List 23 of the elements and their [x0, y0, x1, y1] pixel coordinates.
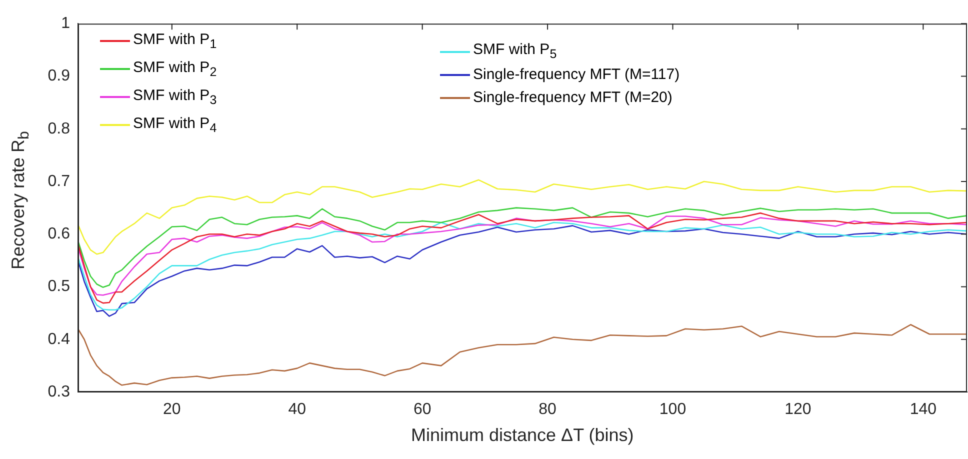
x-tick-label: 60 [413, 401, 432, 418]
y-tick-label: 0.9 [48, 68, 70, 85]
legend-label: Single-frequency MFT (M=117) [473, 66, 680, 83]
legend-label: SMF with P$_{1}$ [133, 31, 217, 51]
y-tick-label: 0.6 [48, 226, 70, 243]
x-axis-title: Minimum distance ΔT (bins) [411, 425, 634, 446]
y-tick-label: 0.8 [48, 120, 70, 138]
legend-label: SMF with P$_{4}$ [133, 115, 217, 135]
x-tick-label: 80 [538, 401, 557, 418]
x-tick-label: 40 [288, 401, 306, 418]
y-tick-label: 1 [61, 15, 70, 32]
legend-label: SMF with P$_{3}$ [133, 87, 217, 107]
legend-label: SMF with P$_{5}$ [473, 41, 557, 62]
x-tick-label: 120 [784, 401, 812, 418]
x-tick-label: 140 [910, 401, 937, 418]
legend-label: SMF with P$_{2}$ [133, 59, 217, 79]
y-tick-label: 0.4 [48, 330, 70, 348]
legend-label: Single-frequency MFT (M=20) [473, 89, 672, 106]
x-tick-label: 20 [163, 401, 181, 418]
y-tick-label: 0.7 [48, 172, 70, 190]
y-tick-label: 0.3 [48, 383, 70, 400]
y-tick-label: 0.5 [48, 278, 70, 296]
x-tick-label: 100 [659, 401, 686, 418]
